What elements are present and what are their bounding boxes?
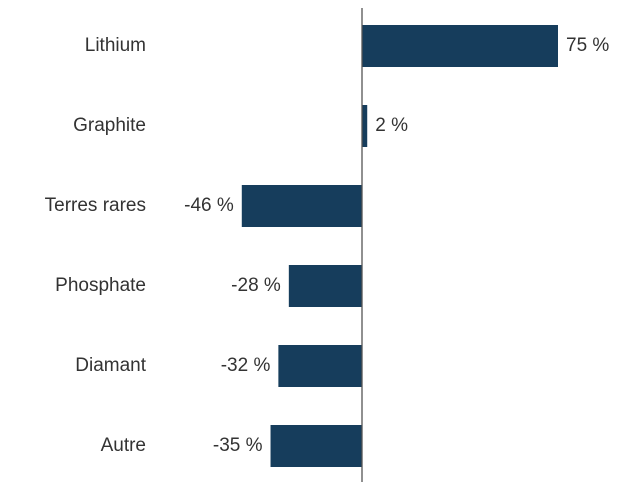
category-label: Autre bbox=[101, 435, 146, 456]
category-label: Terres rares bbox=[45, 195, 146, 216]
value-label: -46 % bbox=[184, 195, 234, 216]
bar bbox=[362, 25, 558, 67]
bar bbox=[288, 265, 362, 307]
bar bbox=[270, 425, 362, 467]
category-label: Lithium bbox=[85, 35, 146, 56]
category-label: Phosphate bbox=[55, 275, 146, 296]
value-label: 2 % bbox=[375, 115, 408, 136]
bar bbox=[241, 185, 362, 227]
bar bbox=[278, 345, 362, 387]
category-label: Graphite bbox=[73, 115, 146, 136]
value-label: -32 % bbox=[221, 355, 271, 376]
bar bbox=[362, 105, 368, 147]
value-label: -35 % bbox=[213, 435, 263, 456]
value-label: 75 % bbox=[566, 35, 609, 56]
value-label: -28 % bbox=[231, 275, 281, 296]
category-label: Diamant bbox=[75, 355, 146, 376]
